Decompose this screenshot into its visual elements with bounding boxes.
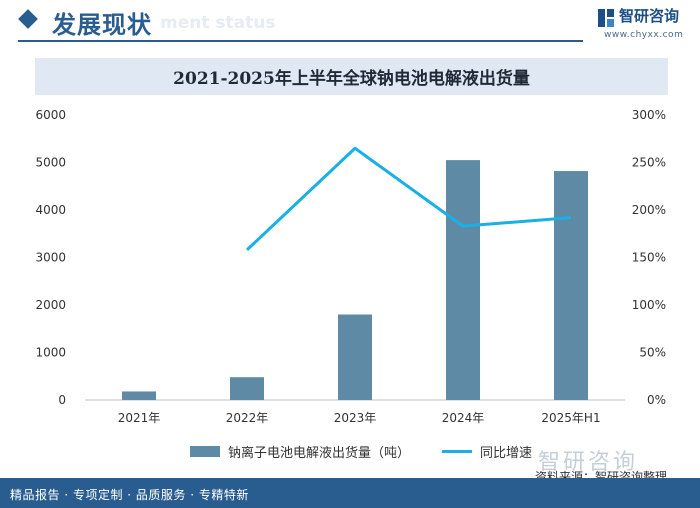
- x-tick-label: 2022年: [226, 411, 269, 425]
- bar: [338, 314, 372, 400]
- brand-logo-icon: [598, 9, 614, 27]
- chart-title-band: 2021-2025年上半年全球钠电池电解液出货量: [35, 58, 668, 95]
- legend: 钠离子电池电解液出货量（吨） 同比增速: [190, 440, 564, 462]
- y-right-tick-label: 0%: [647, 393, 666, 407]
- y-right-tick-label: 100%: [632, 298, 666, 312]
- y-left-tick-label: 1000: [35, 346, 66, 360]
- y-left-tick-label: 2000: [35, 298, 66, 312]
- x-tick-label: 2025年H1: [541, 411, 600, 425]
- section-title: 发展现状: [52, 10, 152, 39]
- legend-item-line: 同比增速: [442, 442, 532, 461]
- bar: [554, 171, 588, 400]
- y-left-tick-label: 4000: [35, 203, 66, 217]
- header-divider: [18, 40, 583, 42]
- chart-title: 2021-2025年上半年全球钠电池电解液出货量: [173, 69, 530, 89]
- legend-swatch-line: [442, 449, 473, 453]
- watermark: 智研咨询: [538, 450, 639, 475]
- y-right-tick-label: 200%: [632, 203, 666, 217]
- y-left-tick-label: 6000: [35, 108, 66, 122]
- y-right-tick-label: 150%: [632, 251, 666, 265]
- header: 发展现状 ment status 智研咨询 www.chyxx.com: [0, 0, 700, 46]
- y-left-tick-label: 5000: [35, 156, 66, 170]
- y-left-tick-label: 0: [58, 393, 66, 407]
- footer: 精品报告 · 专项定制 · 品质服务 · 专精特新: [0, 478, 700, 508]
- bar: [230, 377, 264, 400]
- growth-line: [245, 146, 572, 251]
- footer-text: 精品报告 · 专项定制 · 品质服务 · 专精特新: [10, 488, 249, 502]
- y-right-tick-label: 50%: [639, 346, 666, 360]
- legend-label-bar: 钠离子电池电解液出货量（吨）: [228, 445, 411, 461]
- x-tick-label: 2021年: [118, 411, 161, 425]
- bar: [122, 391, 156, 400]
- legend-swatch-bar: [190, 445, 220, 457]
- y-right-tick-label: 300%: [632, 108, 666, 122]
- diamond-icon: [18, 9, 38, 29]
- legend-label-line: 同比增速: [480, 445, 533, 461]
- y-right-tick-label: 250%: [632, 156, 666, 170]
- section-subtitle: ment status: [160, 13, 276, 33]
- chart: 0 1000 2000 3000 4000 5000 6000 0% 50% 100% 150% 20…: [35, 108, 666, 425]
- bar: [446, 160, 480, 400]
- legend-item-bar: 钠离子电池电解液出货量（吨）: [190, 442, 410, 461]
- brand-url: www.chyxx.com: [604, 30, 684, 40]
- x-tick-label: 2023年: [334, 411, 377, 425]
- brand-name: 智研咨询: [619, 7, 680, 25]
- x-tick-label: 2024年: [442, 411, 485, 425]
- y-left-tick-label: 3000: [35, 251, 66, 265]
